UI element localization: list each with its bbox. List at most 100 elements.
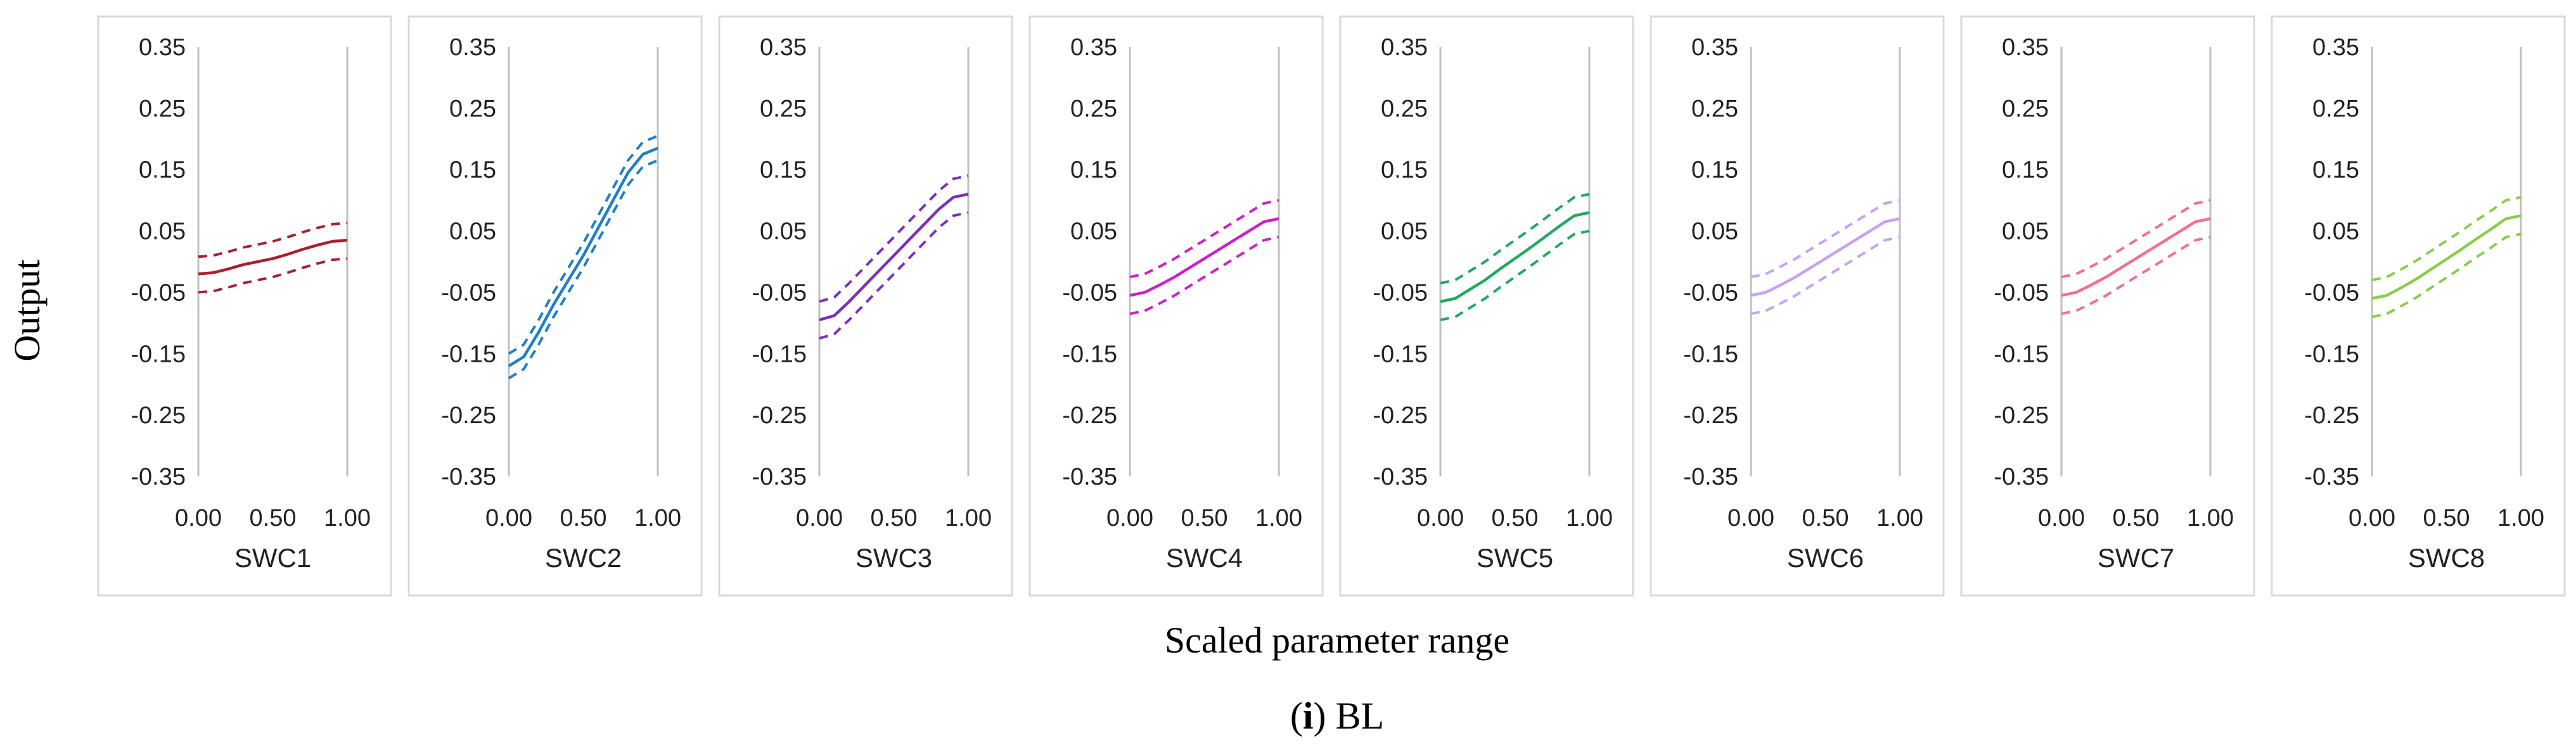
x-tick-label: 0.50 (1492, 505, 1539, 532)
y-tick-label: 0.25 (1381, 96, 1428, 122)
panel-x-label: SWC6 (1787, 543, 1864, 573)
y-tick-label: 0.35 (2312, 34, 2359, 61)
x-tick-label: 1.00 (1255, 505, 1302, 532)
y-tick-label: -0.25 (1373, 402, 1428, 429)
panel-swc6: 0.35 0.25 0.15 0.05 -0.05 -0.15 -0.25 -0.35 0.00… (1650, 15, 1945, 597)
y-tick-label: 0.05 (1381, 219, 1428, 245)
panel-border (2271, 15, 2566, 597)
panel-x-label: SWC3 (855, 543, 932, 573)
y-tick-label: -0.15 (1994, 341, 2049, 367)
y-tick-label: -0.15 (441, 341, 496, 367)
y-tick-label: -0.15 (1373, 341, 1428, 367)
x-tick-label: 0.00 (2038, 505, 2085, 532)
x-tick-label: 1.00 (634, 505, 681, 532)
panel-swc8: 0.35 0.25 0.15 0.05 -0.05 -0.15 -0.25 -0.35 0.00… (2271, 15, 2566, 597)
mean-line (2371, 214, 2522, 300)
panel-x-label: SWC7 (2098, 543, 2174, 573)
x-tick-label: 0.50 (1802, 505, 1849, 532)
y-tick-label: 0.05 (760, 219, 807, 245)
y-tick-label: 0.25 (1070, 96, 1117, 122)
y-tick-label: 0.05 (449, 219, 496, 245)
y-axis-title: Output (6, 259, 48, 361)
panel-border (1028, 15, 1324, 597)
panel-swc1: 0.35 0.25 0.15 0.05 -0.05 -0.15 -0.25 -0.35 0.00… (97, 15, 392, 597)
y-tick-label: -0.35 (1062, 464, 1117, 490)
y-tick-label: -0.05 (1683, 279, 1738, 306)
y-tick-label: 0.05 (2002, 219, 2049, 245)
x-tick-label: 0.50 (250, 505, 297, 532)
y-tick-label: 0.15 (760, 157, 807, 184)
x-tick-label: 1.00 (1566, 505, 1613, 532)
y-tick-label: 0.15 (1070, 157, 1117, 184)
y-tick-label: 0.15 (2002, 157, 2049, 184)
y-tick-label: 0.35 (449, 34, 496, 61)
y-tick-label: -0.25 (1683, 402, 1738, 429)
upper-bound-line (819, 174, 969, 303)
y-tick-label: -0.05 (1994, 279, 2049, 306)
upper-bound-line (2371, 196, 2522, 282)
y-tick-label: -0.15 (752, 341, 807, 367)
x-tick-label: 0.00 (485, 505, 532, 532)
y-tick-label: -0.05 (441, 279, 496, 306)
x-tick-label: 0.00 (175, 505, 222, 532)
x-tick-label: 0.50 (2423, 505, 2470, 532)
x-axis-title: Scaled parameter range (1165, 620, 1509, 661)
y-tick-label: -0.35 (441, 464, 496, 490)
mean-line (1750, 217, 1900, 297)
x-tick-label: 0.50 (1181, 505, 1228, 532)
x-tick-label: 0.50 (871, 505, 918, 532)
lower-bound-line (508, 159, 658, 379)
panel-swc5: 0.35 0.25 0.15 0.05 -0.05 -0.15 -0.25 -0.35 0.00… (1339, 15, 1634, 597)
x-tick-label: 0.50 (560, 505, 607, 532)
y-tick-label: 0.35 (2002, 34, 2049, 61)
y-tick-label: 0.35 (1691, 34, 1738, 61)
upper-bound-line (1129, 199, 1279, 279)
x-tick-label: 1.00 (2497, 505, 2544, 532)
caption-letter: i (1303, 695, 1314, 737)
y-tick-label: 0.05 (2312, 219, 2359, 245)
panel-swc7: 0.35 0.25 0.15 0.05 -0.05 -0.15 -0.25 -0.35 0.00… (1960, 15, 2255, 597)
panel-border (97, 15, 392, 597)
lower-bound-line (1750, 236, 1900, 315)
panel-x-label: SWC5 (1477, 543, 1553, 573)
y-tick-label: 0.05 (1691, 219, 1738, 245)
panel-border (1650, 15, 1945, 597)
y-tick-label: -0.25 (131, 402, 186, 429)
y-tick-label: 0.15 (1381, 157, 1428, 184)
upper-bound-line (1750, 199, 1900, 279)
y-tick-label: 0.05 (1070, 219, 1117, 245)
panel-border (407, 15, 703, 597)
panel-x-label: SWC4 (1166, 543, 1243, 573)
x-tick-label: 0.00 (2349, 505, 2395, 532)
x-tick-label: 0.00 (1727, 505, 1774, 532)
y-tick-label: 0.15 (1691, 157, 1738, 184)
x-tick-label: 1.00 (324, 505, 371, 532)
panel-swc3: 0.35 0.25 0.15 0.05 -0.05 -0.15 -0.25 -0.35 0.00… (718, 15, 1013, 597)
y-tick-label: 0.25 (449, 96, 496, 122)
y-tick-label: 0.05 (139, 219, 186, 245)
lower-bound-line (1129, 236, 1279, 315)
y-tick-label: 0.25 (2312, 96, 2359, 122)
y-tick-label: 0.15 (139, 157, 186, 184)
lower-bound-line (2061, 236, 2211, 315)
y-tick-label: 0.25 (2002, 96, 2049, 122)
y-tick-label: -0.05 (2304, 279, 2359, 306)
upper-bound-line (2061, 199, 2211, 279)
upper-bound-line (508, 134, 658, 355)
upper-bound-line (198, 222, 348, 258)
y-tick-label: -0.05 (1373, 279, 1428, 306)
caption-prefix: ( (1290, 695, 1303, 737)
mean-line (508, 146, 658, 367)
y-tick-label: -0.15 (1683, 341, 1738, 367)
mean-line (198, 238, 348, 276)
y-tick-label: -0.25 (752, 402, 807, 429)
mean-line (1129, 217, 1279, 297)
caption-suffix: ) BL (1314, 695, 1385, 737)
y-tick-label: 0.35 (760, 34, 807, 61)
x-tick-label: 1.00 (2187, 505, 2234, 532)
panel-swc4: 0.35 0.25 0.15 0.05 -0.05 -0.15 -0.25 -0.35 0.00… (1028, 15, 1324, 597)
y-tick-label: -0.05 (752, 279, 807, 306)
y-tick-label: 0.25 (760, 96, 807, 122)
lower-bound-line (2371, 233, 2522, 319)
panel-border (1339, 15, 1634, 597)
